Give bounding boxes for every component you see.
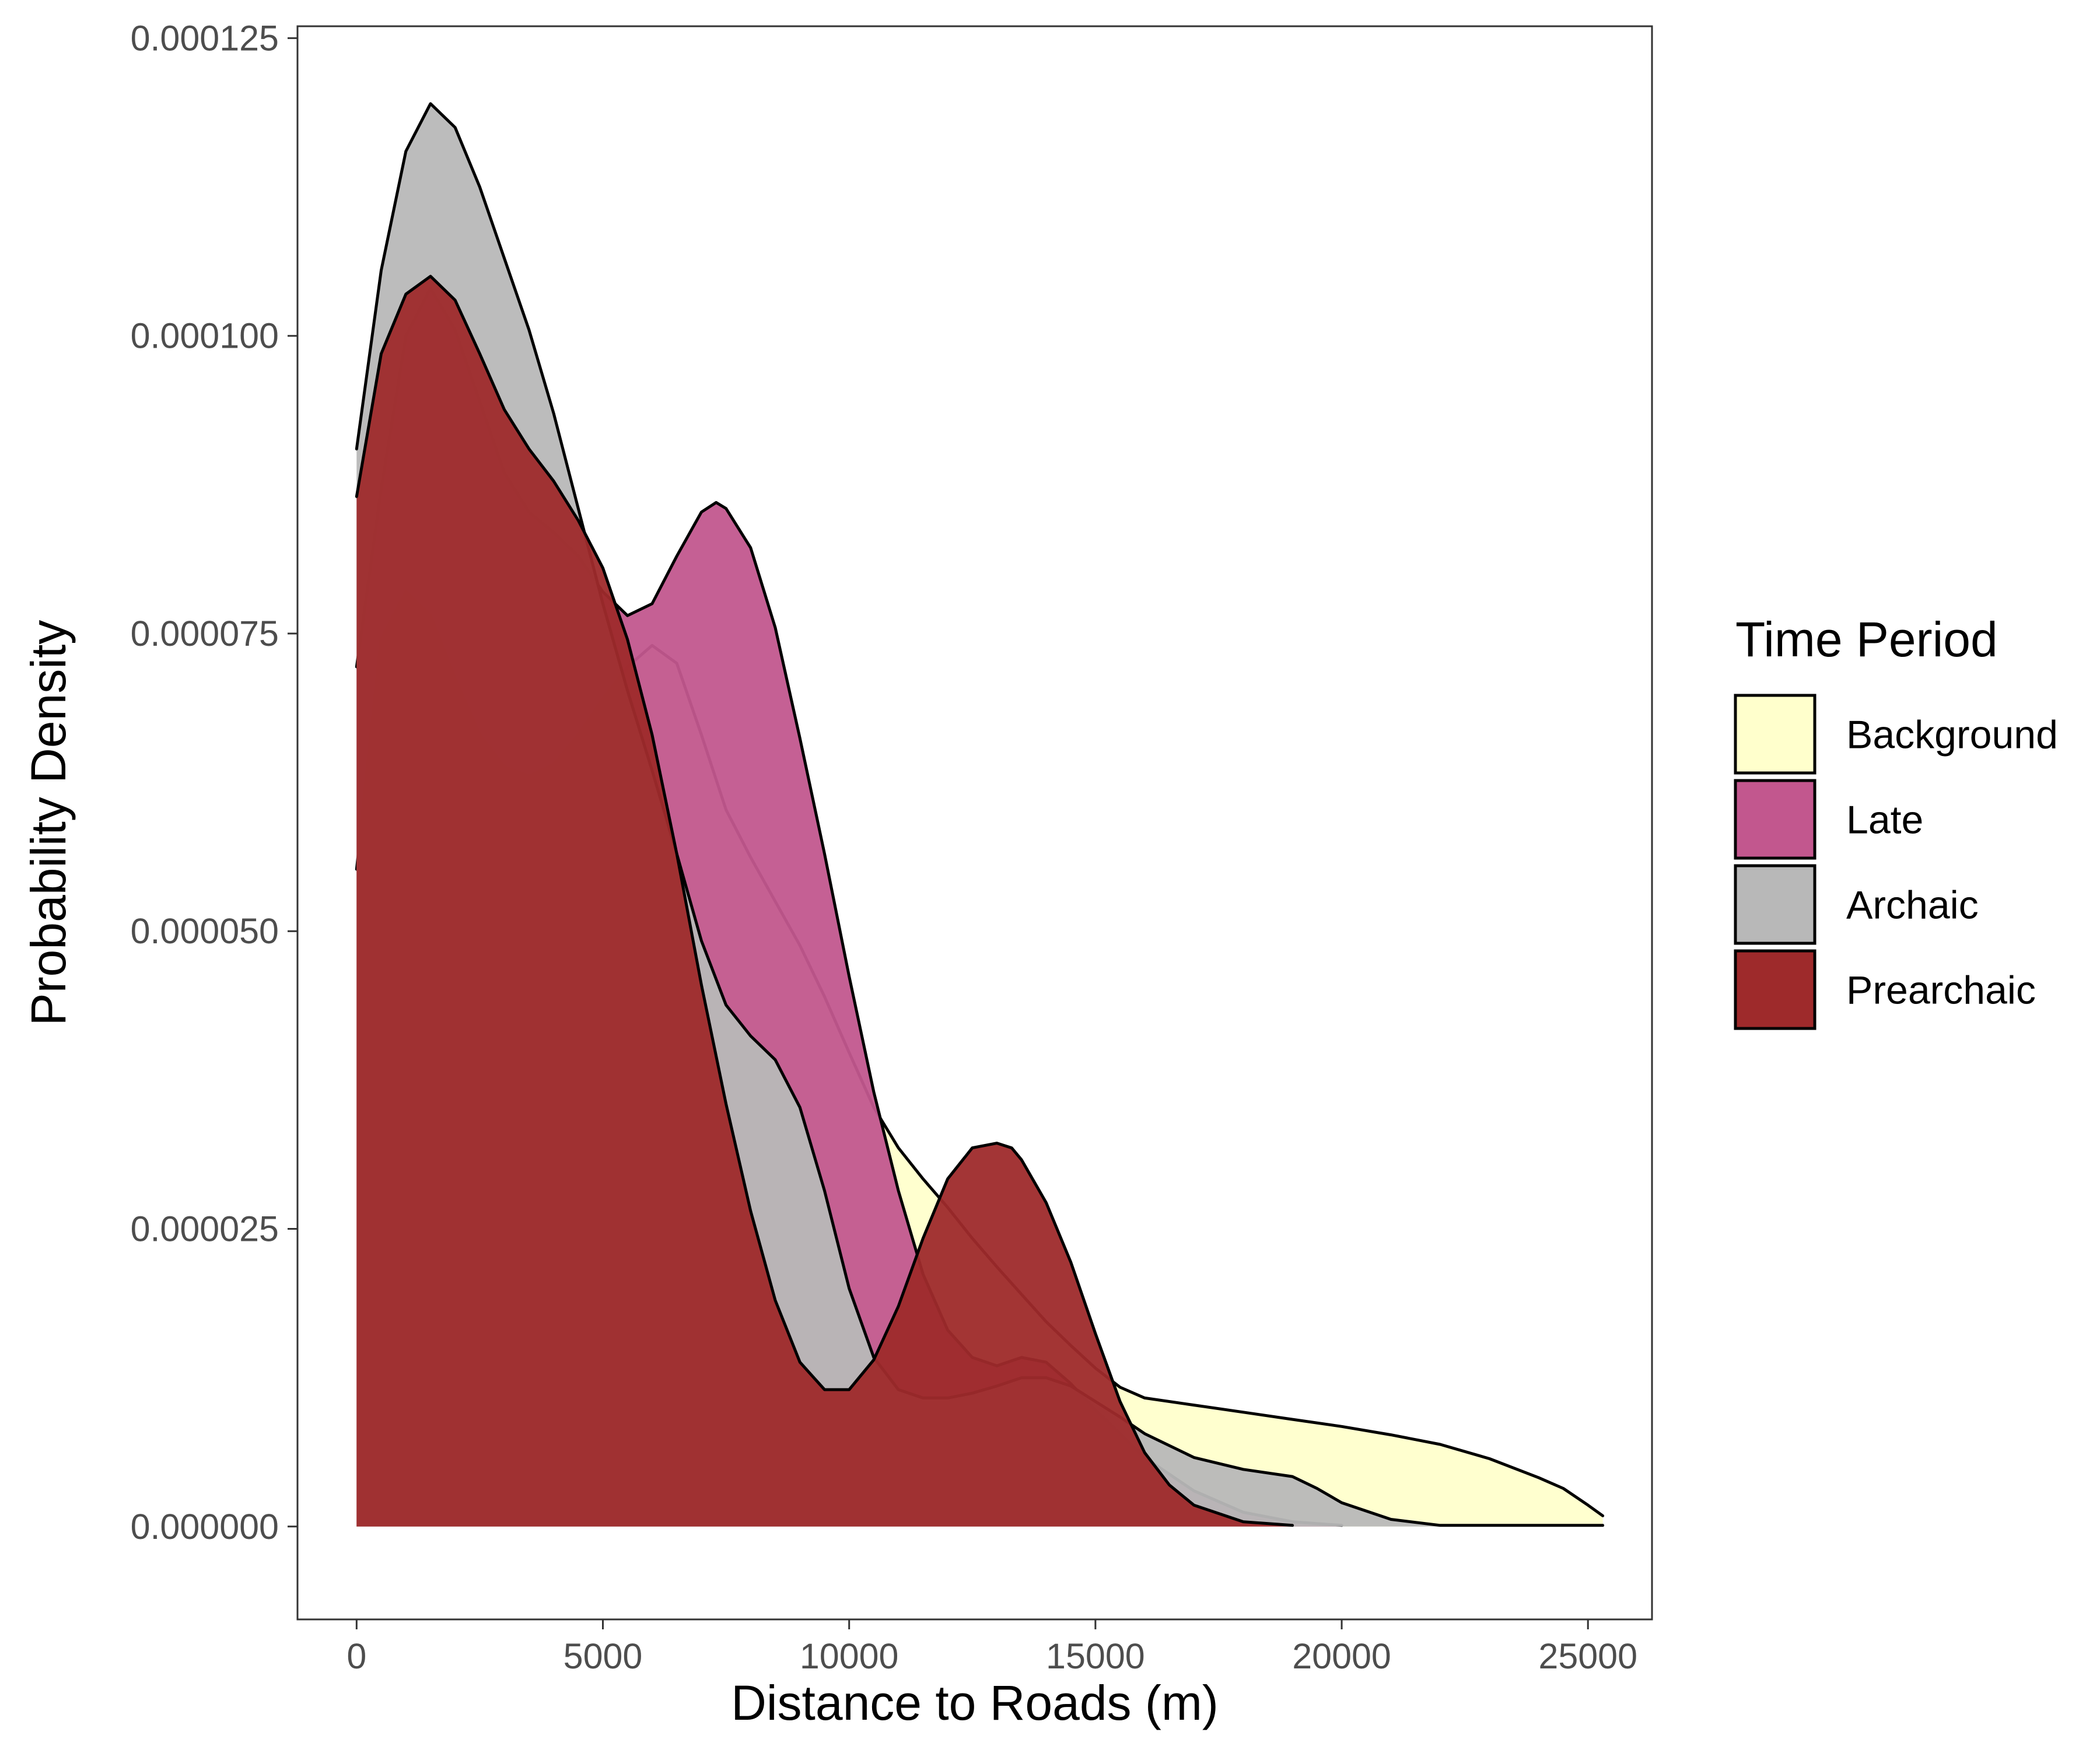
y-tick-label: 0.000000 <box>131 1507 279 1546</box>
x-tick-label: 5000 <box>564 1636 643 1676</box>
density-area-prearchaic <box>356 276 1293 1527</box>
x-axis-title: Distance to Roads (m) <box>731 1675 1219 1730</box>
plot-border <box>296 25 1653 1621</box>
legend: Time Period Background Late Archaic Prearch… <box>1734 612 2058 1030</box>
legend-key-prearchaic <box>1734 949 1817 1030</box>
legend-key-archaic <box>1734 864 1817 945</box>
legend-label-background: Background <box>1846 713 2058 757</box>
x-tick-label: 0 <box>346 1636 366 1676</box>
y-axis-title: Probability Density <box>21 620 76 1026</box>
y-tick-label: 0.000125 <box>131 18 279 58</box>
y-tick-label: 0.000075 <box>131 614 279 653</box>
legend-title: Time Period <box>1735 612 1998 667</box>
y-axis: 0.000000 0.000025 0.000050 0.000075 0.000100… <box>131 18 298 1546</box>
legend-label-archaic: Archaic <box>1846 883 1979 928</box>
density-outline-prearchaic <box>355 275 1294 1527</box>
x-tick-label: 10000 <box>800 1636 899 1676</box>
legend-label-prearchaic: Prearchaic <box>1846 968 2036 1013</box>
x-tick-label: 15000 <box>1046 1636 1145 1676</box>
density-outline-archaic <box>355 102 1605 1527</box>
y-tick-label: 0.000100 <box>131 316 279 356</box>
x-tick-label: 20000 <box>1292 1636 1391 1676</box>
density-layer <box>355 102 1605 1527</box>
legend-key-late <box>1734 779 1817 860</box>
y-tick-label: 0.000050 <box>131 911 279 951</box>
y-tick-label: 0.000025 <box>131 1209 279 1249</box>
x-axis: 0 5000 10000 15000 20000 25000 <box>346 1619 1637 1676</box>
legend-items: Background Late Archaic Prearchaic <box>1734 694 2058 1030</box>
x-tick-label: 25000 <box>1538 1636 1637 1676</box>
legend-label-late: Late <box>1846 798 1923 842</box>
legend-key-background <box>1734 694 1817 775</box>
